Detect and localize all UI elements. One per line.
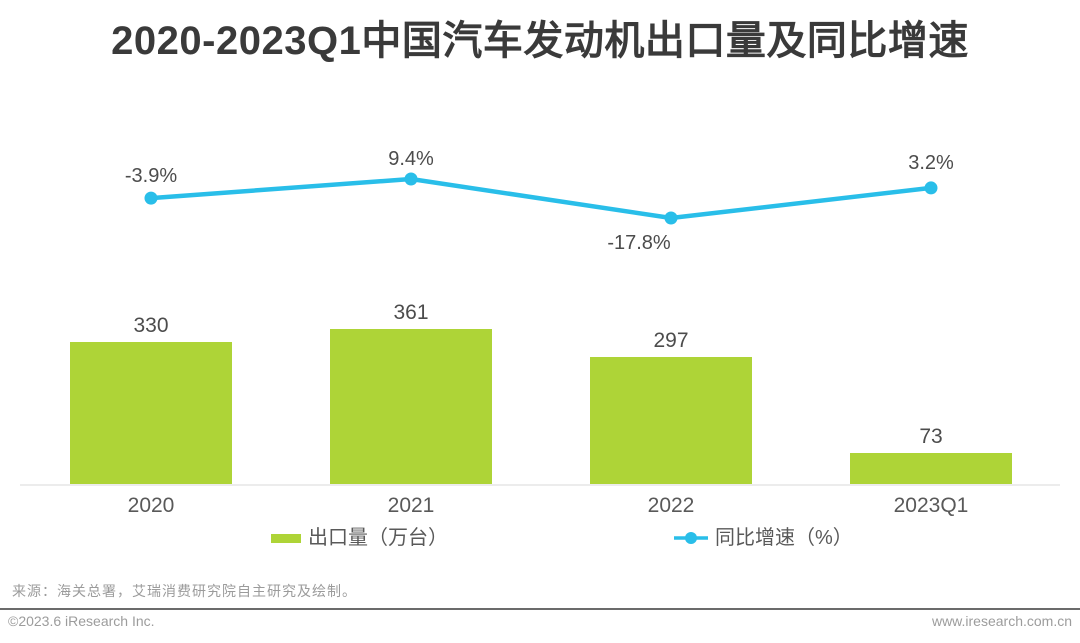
footer-divider — [0, 608, 1080, 610]
line-legend-icon — [674, 532, 708, 544]
legend-item-export-volume: 出口量（万台） — [271, 527, 448, 549]
growth-line-series — [144, 172, 938, 225]
line-value-label: 3.2% — [908, 151, 954, 174]
line-value-label: -3.9% — [124, 165, 178, 188]
line-value-label: -17.8% — [607, 232, 671, 255]
line-value-label: 9.4% — [388, 148, 434, 171]
footer-copyright: ©2023.6 iResearch Inc. — [8, 613, 155, 629]
footer-website: www.iresearch.com.cn — [931, 613, 1072, 629]
line-point-2021 — [404, 172, 418, 186]
line-point-2023Q1 — [924, 181, 938, 195]
bar-value-label: 297 — [653, 328, 689, 352]
bar-2020 — [70, 342, 232, 485]
legend-label-export-volume: 出口量（万台） — [308, 527, 448, 549]
x-axis-line — [20, 484, 1060, 486]
line-point-2020 — [144, 191, 158, 205]
growth-line — [148, 176, 934, 221]
line-point-2022 — [664, 211, 678, 225]
chart-title: 2020-2023Q1中国汽车发动机出口量及同比增速 — [111, 19, 969, 63]
category-label-2022: 2022 — [647, 494, 695, 517]
bar-2023Q1 — [850, 453, 1012, 485]
legend-label-growth-rate: 同比增速（%） — [715, 527, 853, 549]
bar-value-label: 73 — [919, 425, 943, 449]
bar-legend-swatch — [271, 533, 301, 543]
source-note: 来源：海关总署，艾瑞消费研究院自主研究及绘制。 — [12, 583, 357, 599]
category-label-2021: 2021 — [387, 494, 435, 517]
legend-item-growth-rate: 同比增速（%） — [674, 527, 853, 549]
category-label-2023Q1: 2023Q1 — [893, 494, 969, 517]
bar-value-label: 361 — [393, 301, 429, 325]
bar-2021 — [330, 329, 492, 485]
bar-value-label: 330 — [133, 314, 169, 338]
bar-2022 — [590, 356, 752, 485]
category-label-2020: 2020 — [127, 494, 175, 517]
